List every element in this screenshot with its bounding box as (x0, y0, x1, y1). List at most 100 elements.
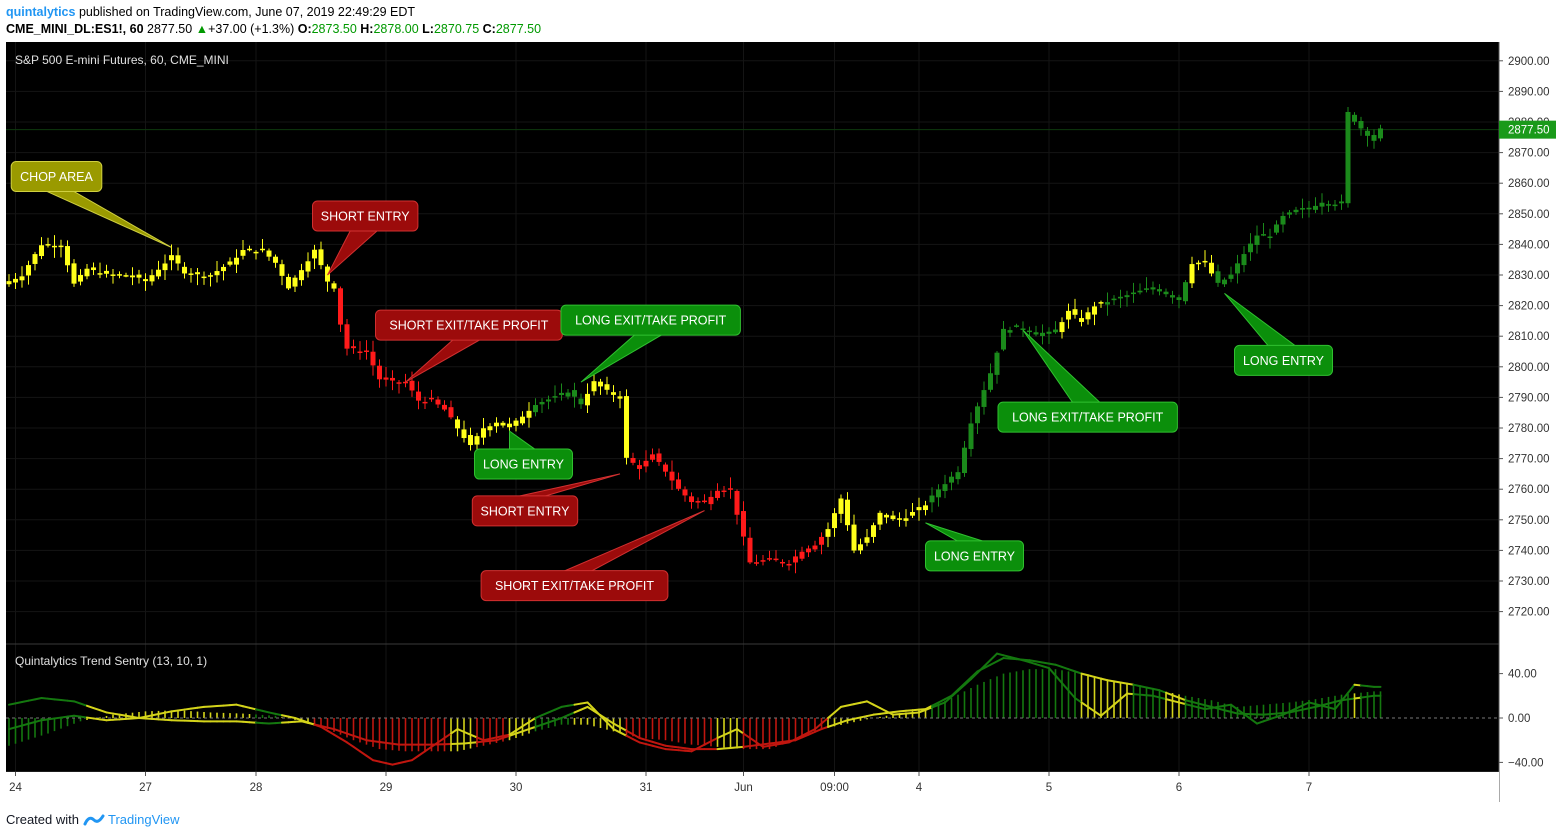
fast-line-segment (703, 740, 712, 746)
candle-body (1105, 302, 1110, 305)
candle-body (780, 561, 785, 564)
candle-body (741, 511, 746, 537)
candle-body (247, 248, 252, 251)
fast-line-segment (976, 665, 985, 674)
time-tick-label: 5 (1046, 782, 1052, 794)
candle-body (617, 396, 623, 399)
fast-line-segment (417, 750, 426, 757)
candles (6, 107, 1383, 574)
chart-area[interactable]: S&P 500 E-mini Futures, 60, CME_MINI CHO… (6, 42, 1556, 802)
candle-body (747, 537, 753, 563)
candle-body (1092, 306, 1097, 315)
candle-body (39, 245, 44, 257)
fast-line-segment (1002, 654, 1011, 658)
slow-line-segment (671, 745, 680, 749)
slow-line-segment (729, 746, 738, 749)
fast-line-segment (716, 734, 725, 739)
slow-line-segment (554, 717, 563, 722)
tradingview-link[interactable]: TradingView (83, 812, 180, 827)
candle-body (58, 245, 64, 248)
fast-line-segment (820, 717, 829, 725)
annotation-label: SHORT EXIT/TAKE PROFIT (389, 319, 548, 333)
price-pane[interactable]: S&P 500 E-mini Futures, 60, CME_MINI CHO… (6, 53, 1384, 602)
candle-body (1248, 243, 1253, 253)
candle-body (227, 261, 233, 265)
slow-line-segment (775, 740, 784, 744)
fast-line-segment (53, 716, 62, 720)
slow-line-segment (8, 702, 17, 706)
candle-body (149, 275, 155, 282)
slow-line-segment (1360, 695, 1369, 699)
annotation-box (474, 448, 573, 480)
fast-line-segment (326, 729, 335, 736)
price-axis[interactable]: 2720.00 2730.00 2740.00 2750.00 2760.00 2770.… (1498, 42, 1556, 802)
fast-line-segment (1269, 715, 1278, 721)
indicator-pane[interactable]: Quintalytics Trend Sentry (13, 10, 1) (6, 652, 1499, 766)
fast-line-segment (580, 701, 589, 705)
fast-line-segment (872, 703, 881, 710)
fast-line-segment (1080, 701, 1089, 708)
candle-body (1001, 328, 1006, 350)
candle-body (942, 484, 948, 491)
candle-body (331, 283, 337, 289)
fast-line-segment (593, 708, 602, 717)
fast-line-segment (300, 719, 309, 724)
slow-line-segment (385, 741, 394, 745)
fast-line-segment (697, 743, 706, 749)
slow-line-segment (521, 728, 530, 733)
fast-line-segment (274, 712, 283, 717)
candle-body (773, 558, 779, 561)
author-link[interactable]: quintalytics (6, 5, 76, 19)
low-label: L: (422, 22, 434, 36)
chart-header: quintalytics published on TradingView.co… (6, 4, 1556, 40)
fast-line-segment (92, 717, 101, 721)
fast-line-segment (768, 743, 777, 747)
slow-line-segment (86, 704, 95, 710)
fast-line-segment (268, 711, 277, 715)
slow-line-segment (1132, 683, 1141, 688)
slow-line-segment (1327, 700, 1336, 705)
last-price: 2877.50 (147, 22, 193, 36)
fast-line-segment (664, 748, 673, 751)
fast-line-segment (411, 754, 420, 762)
slow-line-segment (92, 707, 101, 712)
candle-body (533, 405, 538, 413)
fast-line-segment (489, 736, 498, 740)
candle-body (962, 447, 967, 474)
slow-line-segment (1269, 712, 1278, 716)
candle-body (1020, 328, 1026, 330)
slow-line-segment (333, 728, 342, 733)
candle-body (104, 270, 109, 274)
candle-body (1196, 262, 1201, 265)
slow-line-segment (768, 741, 777, 745)
candle-body (760, 560, 766, 562)
fast-line-segment (86, 716, 95, 720)
price-tick-label: 2830.00 (1508, 270, 1550, 282)
slow-line-segment (1334, 699, 1343, 703)
fast-line-segment (833, 705, 842, 714)
price-tick-label: 2900.00 (1508, 56, 1550, 68)
slow-line-segment (1119, 681, 1128, 685)
candle-body (721, 490, 727, 493)
high-label: H: (360, 22, 374, 36)
candle-body (650, 454, 655, 460)
annotation-label: LONG ENTRY (483, 458, 565, 472)
slow-line-segment (73, 700, 82, 705)
fast-line-segment (437, 736, 446, 744)
candle-body (1326, 204, 1331, 206)
slow-line-segment (1366, 694, 1375, 698)
fast-line-segment (1366, 685, 1375, 688)
fast-line-segment (567, 703, 576, 707)
slow-line-segment (346, 732, 355, 737)
fast-line-segment (60, 715, 69, 719)
fast-line-segment (1295, 704, 1304, 710)
fast-line-segment (398, 760, 407, 765)
annotation-callout: SHORT ENTRY (471, 473, 621, 527)
price-tick-label: 2870.00 (1508, 148, 1550, 160)
time-axis[interactable]: 24 27 28 29 30 31 Jun 09:00 4 5 6 7 (6, 772, 1499, 802)
candle-body (604, 384, 610, 390)
slow-line-segment (463, 741, 472, 745)
slow-line-segment (528, 725, 537, 731)
candle-body (305, 261, 311, 272)
fast-line-segment (866, 700, 875, 706)
